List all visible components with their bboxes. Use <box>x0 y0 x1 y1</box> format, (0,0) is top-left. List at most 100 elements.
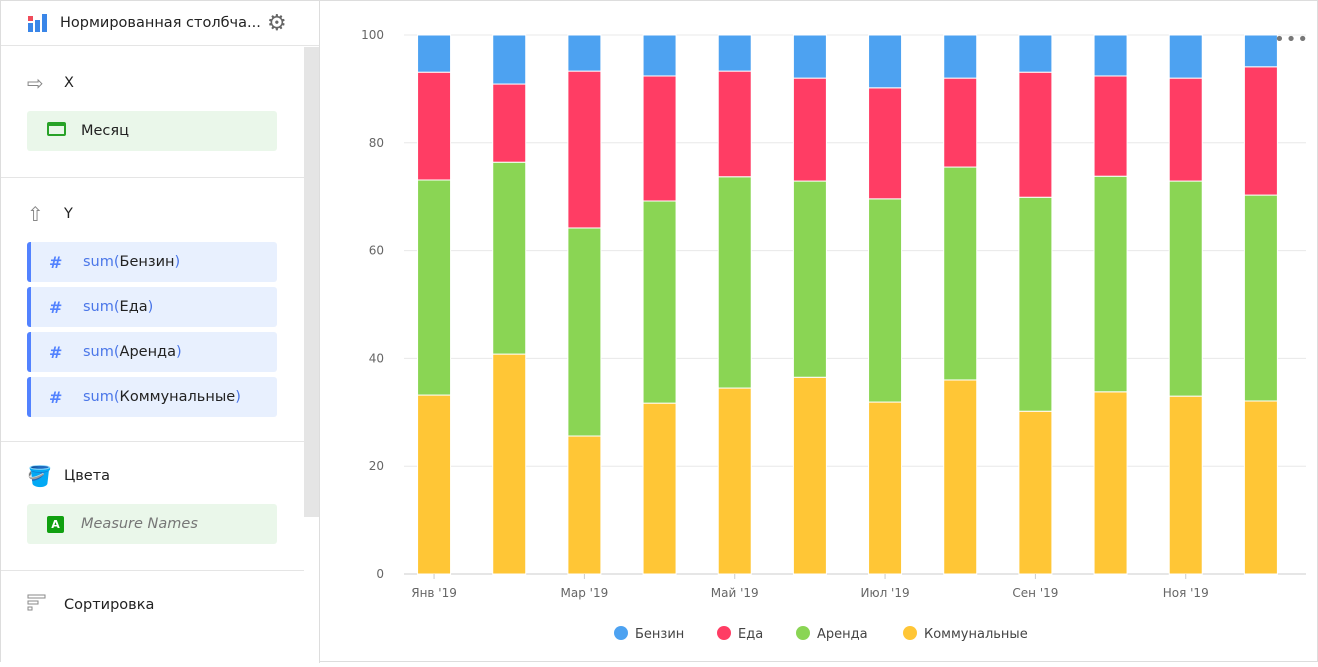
section-x: ⇨ X Месяц <box>1 47 304 178</box>
bar-segment <box>1168 77 1203 182</box>
section-title: Y <box>64 206 73 222</box>
fn: sum( <box>83 389 120 405</box>
bar-segment <box>1243 194 1278 402</box>
bar-segment <box>1093 391 1128 575</box>
fn: sum( <box>83 254 120 270</box>
bar-segment <box>492 353 527 575</box>
bar-segment <box>792 180 827 378</box>
bar-segment <box>717 34 752 72</box>
bar-segment <box>1243 400 1278 575</box>
bar-segment <box>868 198 903 403</box>
field-kommunalnye[interactable]: # sum(Коммунальные) <box>27 377 277 417</box>
hash-icon: # <box>49 252 63 272</box>
stacked-bar-chart: 0 20 40 60 80 100 Янв '19 Мар '19 Май '19 Июл '19… <box>361 28 1306 642</box>
bar-segment <box>792 77 827 182</box>
bar-segment <box>717 70 752 178</box>
bar-segment <box>1243 66 1278 196</box>
fn-close: ) <box>174 254 181 270</box>
x-tick-label: Июл '19 <box>860 586 909 600</box>
bar-segment <box>417 394 452 575</box>
bar-segment <box>1168 395 1203 575</box>
scrollbar[interactable] <box>304 47 319 517</box>
paint-bucket-icon: 🪣 <box>27 464 52 488</box>
chart-area: 0 20 40 60 80 100 Янв '19 Мар '19 Май '19 Июл '19… <box>321 1 1318 663</box>
hash-icon: # <box>49 342 63 362</box>
bar-segment <box>868 87 903 200</box>
x-tick-label: Май '19 <box>711 586 759 600</box>
bar-segment <box>943 166 978 381</box>
y-tick-label: 20 <box>369 459 384 473</box>
calendar-icon <box>47 122 66 136</box>
legend-label[interactable]: Аренда <box>817 627 868 642</box>
section-sort: Сортировка <box>1 571 304 663</box>
x-tick-label: Мар '19 <box>561 586 609 600</box>
bar-segment <box>943 34 978 79</box>
x-tick-label: Сен '19 <box>1012 586 1058 600</box>
bar-segment <box>417 71 452 181</box>
bar-segment <box>1093 175 1128 393</box>
y-tick-label: 60 <box>369 244 384 258</box>
x-tick-label: Янв '19 <box>411 586 457 600</box>
bar-segment <box>642 34 677 77</box>
bar-segment <box>943 379 978 575</box>
hash-icon: # <box>49 387 63 407</box>
section-colors: 🪣 Цвета A Measure Names <box>1 442 304 571</box>
hash-icon: # <box>49 297 63 317</box>
field-eda[interactable]: # sum(Еда) <box>27 287 277 327</box>
field-label: Еда <box>119 299 148 315</box>
section-y: ⇧ Y # sum(Бензин) # sum(Еда) # sum(Аренда) #… <box>1 178 304 442</box>
chart-title[interactable]: Нормированная столбча... <box>60 15 260 31</box>
y-tick-label: 0 <box>376 567 384 581</box>
bar-segment <box>868 401 903 575</box>
bar-segment <box>642 75 677 202</box>
chart-header: Нормированная столбча... ⚙ <box>1 1 319 46</box>
bar-segment <box>567 227 602 437</box>
field-arenda[interactable]: # sum(Аренда) <box>27 332 277 372</box>
bar-segment <box>1168 34 1203 79</box>
field-label: Measure Names <box>81 516 198 532</box>
bar-segment <box>417 34 452 73</box>
legend-marker <box>614 626 628 640</box>
legend-marker <box>717 626 731 640</box>
field-label: Бензин <box>119 254 175 270</box>
bar-segment <box>1093 34 1128 77</box>
bar-segment <box>1168 180 1203 397</box>
section-title: Цвета <box>64 468 111 484</box>
legend-label[interactable]: Коммунальные <box>924 627 1028 642</box>
bar-segment <box>567 435 602 575</box>
bar-segment <box>1243 34 1278 68</box>
field-month[interactable]: Месяц <box>27 111 277 151</box>
bar-segment <box>868 34 903 89</box>
section-title: Сортировка <box>64 597 155 613</box>
field-label: Месяц <box>81 123 129 139</box>
bar-segment <box>792 34 827 79</box>
legend-label[interactable]: Бензин <box>635 627 684 642</box>
arrow-up-icon: ⇧ <box>27 202 44 226</box>
bar-segment <box>642 200 677 404</box>
y-tick-label: 80 <box>369 136 384 150</box>
bar-segment <box>792 376 827 575</box>
y-tick-label: 40 <box>369 351 384 365</box>
bar-segment <box>492 83 527 163</box>
bar-segment <box>567 34 602 72</box>
bar-segment <box>417 179 452 396</box>
gear-icon[interactable]: ⚙ <box>267 10 287 36</box>
more-icon[interactable]: ••• <box>1274 29 1309 50</box>
bar-segment <box>717 387 752 575</box>
y-tick-label: 100 <box>361 28 384 42</box>
bar-segment <box>717 176 752 389</box>
bar-chart-icon <box>28 14 47 32</box>
section-title: X <box>64 75 74 91</box>
legend-label[interactable]: Еда <box>738 627 763 642</box>
fn-close: ) <box>147 299 154 315</box>
bar-segment <box>642 402 677 575</box>
string-type-icon: A <box>47 515 64 533</box>
field-label: Коммунальные <box>119 389 236 405</box>
legend-marker <box>903 626 917 640</box>
field-measure-names[interactable]: A Measure Names <box>27 504 277 544</box>
field-label: Аренда <box>119 344 176 360</box>
bar-segment <box>1018 34 1053 73</box>
field-benzin[interactable]: # sum(Бензин) <box>27 242 277 282</box>
bar-segment <box>1018 410 1053 575</box>
fn-close: ) <box>175 344 182 360</box>
